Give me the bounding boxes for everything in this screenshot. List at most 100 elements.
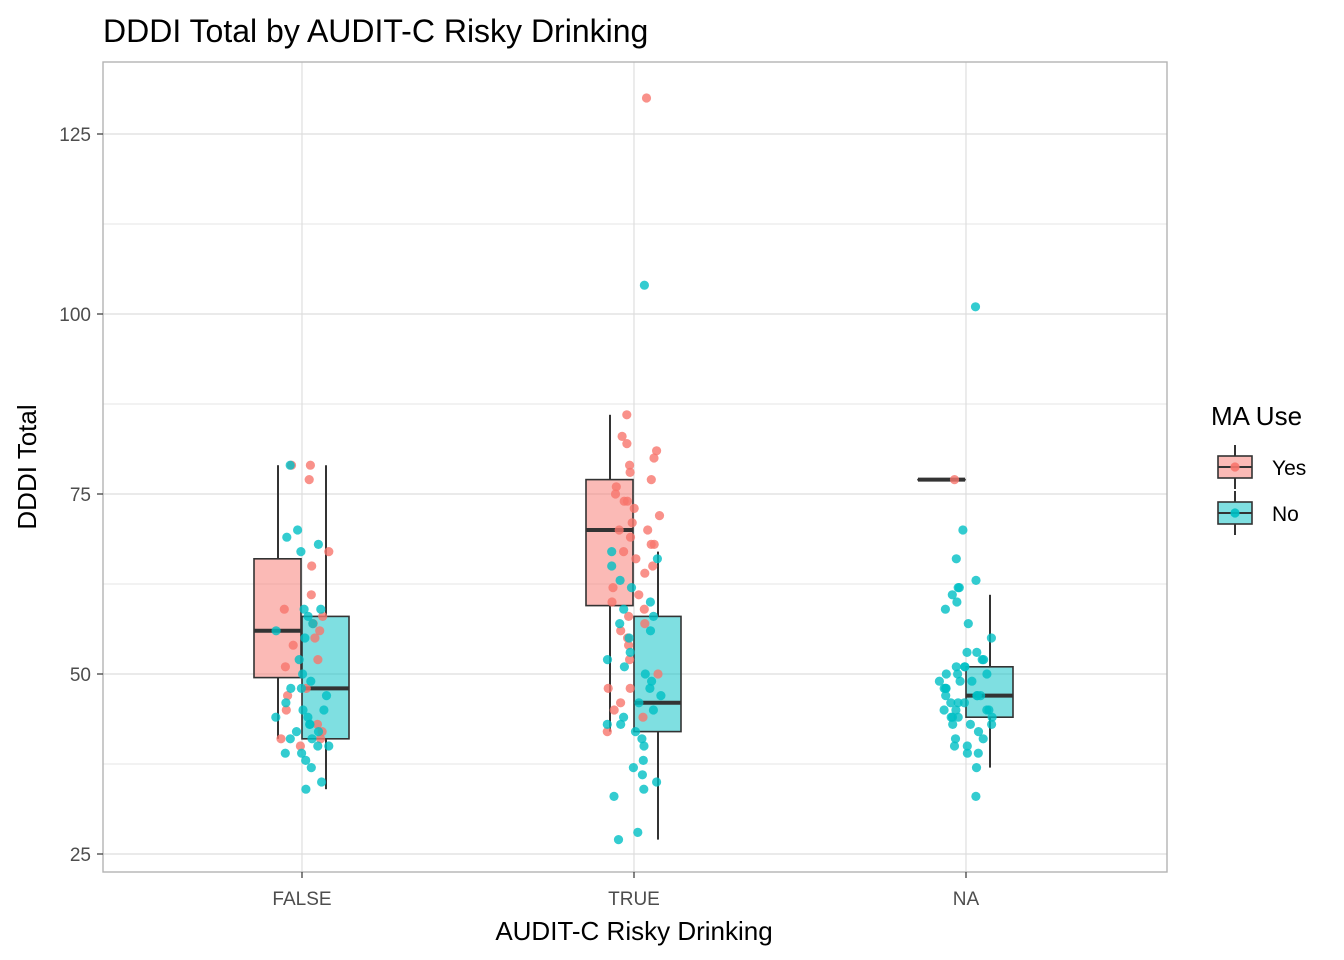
data-point-no bbox=[638, 755, 648, 766]
data-point-yes bbox=[638, 712, 648, 722]
data-point-no bbox=[282, 532, 292, 542]
data-point-yes bbox=[315, 626, 325, 636]
data-point-no bbox=[965, 719, 976, 730]
legend-point bbox=[1230, 508, 1240, 518]
data-point-yes bbox=[622, 496, 633, 506]
data-point-yes bbox=[648, 561, 658, 571]
data-point-no bbox=[948, 719, 958, 730]
data-point-yes bbox=[602, 727, 612, 737]
panel-background bbox=[103, 62, 1167, 872]
data-point-no bbox=[941, 691, 951, 701]
data-point-yes bbox=[318, 611, 328, 622]
data-point-no bbox=[615, 619, 625, 629]
y-tick-label: 25 bbox=[70, 845, 91, 866]
data-point-yes bbox=[283, 691, 293, 701]
data-point-yes bbox=[316, 734, 326, 744]
data-point-no bbox=[286, 683, 296, 694]
data-point-no bbox=[624, 633, 634, 643]
panel-border bbox=[102, 61, 1168, 873]
legend-point bbox=[1230, 462, 1240, 472]
data-point-no bbox=[602, 719, 612, 730]
data-point-no bbox=[652, 554, 663, 564]
data-point-no bbox=[978, 734, 988, 744]
data-point-yes bbox=[603, 683, 613, 694]
data-point-no bbox=[971, 763, 982, 773]
legend: MA Use Yes No bbox=[1211, 401, 1306, 535]
data-point-yes bbox=[304, 475, 314, 485]
y-tick-label: 125 bbox=[59, 125, 91, 146]
data-point-yes bbox=[616, 626, 626, 636]
data-point-yes bbox=[608, 583, 618, 593]
data-point-no bbox=[307, 734, 317, 744]
data-point-no bbox=[639, 280, 650, 290]
data-point-yes bbox=[624, 640, 634, 650]
data-point-yes bbox=[609, 705, 619, 715]
data-point-yes bbox=[646, 539, 656, 550]
data-point-no bbox=[280, 748, 290, 758]
data-point-no bbox=[297, 748, 307, 758]
data-point-yes bbox=[639, 604, 649, 614]
data-point-no bbox=[300, 633, 310, 643]
data-point-yes bbox=[281, 705, 291, 715]
data-point-no bbox=[294, 655, 304, 665]
data-point-yes bbox=[616, 698, 626, 708]
data-point-no bbox=[602, 655, 613, 665]
data-point-no bbox=[281, 698, 291, 708]
data-point-no bbox=[639, 784, 649, 794]
data-point-no bbox=[305, 719, 315, 730]
x-tick-label: NA bbox=[953, 889, 980, 910]
data-point-yes bbox=[295, 741, 305, 751]
data-point-no bbox=[645, 597, 656, 607]
data-point-no bbox=[298, 705, 308, 715]
data-point-no bbox=[986, 633, 997, 643]
data-point-no bbox=[609, 791, 619, 802]
data-point-no bbox=[285, 460, 295, 470]
data-point-no bbox=[293, 525, 303, 535]
data-point-no bbox=[298, 669, 308, 679]
data-point-no bbox=[962, 647, 972, 658]
data-point-no bbox=[271, 712, 281, 722]
x-axis-title: AUDIT-C Risky Drinking bbox=[495, 916, 772, 946]
data-point-no bbox=[973, 748, 983, 758]
data-point-no bbox=[953, 698, 963, 708]
data-point-no bbox=[306, 763, 316, 773]
y-tick-label: 75 bbox=[70, 485, 91, 506]
data-point-yes bbox=[279, 604, 289, 614]
data-point-yes bbox=[306, 590, 316, 600]
data-point-no bbox=[324, 741, 334, 751]
data-point-no bbox=[648, 705, 659, 715]
data-point-no bbox=[947, 712, 958, 722]
data-point-yes bbox=[619, 547, 629, 557]
data-point-no bbox=[941, 683, 951, 694]
data-point-no bbox=[637, 770, 648, 780]
data-point-no bbox=[972, 647, 982, 658]
data-point-no bbox=[982, 669, 992, 679]
data-point-yes bbox=[280, 662, 290, 672]
data-point-no bbox=[634, 698, 644, 708]
legend-title: MA Use bbox=[1211, 401, 1302, 431]
data-point-yes bbox=[646, 475, 656, 485]
data-point-no bbox=[947, 590, 957, 600]
data-point-no bbox=[952, 597, 962, 607]
data-point-no bbox=[303, 712, 313, 722]
data-point-yes bbox=[625, 683, 635, 694]
data-point-no bbox=[954, 583, 964, 593]
data-point-no bbox=[647, 676, 657, 686]
data-point-yes bbox=[310, 633, 320, 643]
data-point-no bbox=[640, 669, 650, 679]
data-point-yes bbox=[653, 669, 663, 679]
data-point-no bbox=[619, 662, 630, 672]
data-point-no bbox=[960, 662, 970, 672]
data-point-no bbox=[637, 734, 647, 744]
data-point-no bbox=[958, 525, 968, 535]
data-point-no bbox=[950, 734, 961, 744]
data-point-no bbox=[317, 777, 327, 787]
box-yes-false bbox=[253, 465, 302, 739]
data-point-yes bbox=[649, 453, 659, 463]
data-point-yes bbox=[654, 510, 665, 521]
data-point-no bbox=[951, 662, 961, 672]
data-point-no bbox=[628, 763, 639, 773]
data-point-yes bbox=[624, 611, 634, 622]
data-point-no bbox=[940, 604, 951, 614]
data-point-no bbox=[949, 741, 960, 751]
